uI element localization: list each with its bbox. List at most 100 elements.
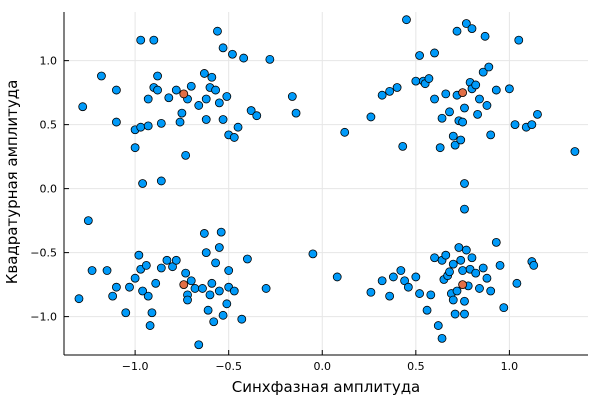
received-point bbox=[475, 94, 484, 104]
received-point bbox=[198, 284, 207, 293]
received-point bbox=[194, 101, 204, 110]
received-point bbox=[403, 282, 413, 292]
received-point bbox=[441, 89, 451, 99]
received-point bbox=[385, 86, 395, 96]
received-point bbox=[482, 101, 492, 110]
received-point bbox=[388, 272, 398, 282]
reference-point bbox=[458, 280, 468, 290]
received-point bbox=[194, 340, 204, 350]
received-point bbox=[201, 115, 211, 124]
received-point bbox=[143, 94, 153, 104]
received-point bbox=[222, 92, 232, 101]
received-point bbox=[484, 62, 494, 72]
received-point bbox=[239, 53, 249, 63]
received-point bbox=[460, 204, 469, 214]
received-point bbox=[214, 286, 224, 296]
received-point bbox=[448, 131, 458, 141]
received-point bbox=[228, 49, 237, 59]
received-point bbox=[233, 122, 243, 132]
reference-point bbox=[179, 89, 189, 99]
received-point bbox=[143, 291, 153, 301]
received-point bbox=[411, 272, 421, 282]
y-tick-label: 0.5 bbox=[40, 119, 58, 132]
received-point bbox=[504, 84, 514, 94]
received-point bbox=[229, 286, 239, 296]
received-point bbox=[201, 248, 211, 258]
y-tick-label: 0.0 bbox=[40, 183, 58, 196]
received-point bbox=[205, 290, 215, 300]
received-point bbox=[422, 305, 432, 315]
received-point bbox=[450, 140, 460, 150]
received-point bbox=[74, 294, 84, 304]
received-point bbox=[377, 276, 387, 286]
received-point bbox=[138, 286, 148, 296]
received-point bbox=[478, 263, 488, 273]
received-point bbox=[471, 268, 481, 278]
received-point bbox=[499, 303, 509, 313]
received-point bbox=[102, 266, 112, 275]
received-point bbox=[162, 255, 172, 265]
reference-point bbox=[458, 88, 468, 98]
received-point bbox=[461, 19, 471, 28]
received-point bbox=[510, 120, 520, 130]
received-point bbox=[308, 249, 318, 259]
received-point bbox=[136, 122, 146, 132]
received-point bbox=[426, 290, 436, 300]
received-point bbox=[138, 179, 148, 188]
received-point bbox=[491, 237, 501, 247]
received-point bbox=[460, 103, 469, 113]
received-point bbox=[491, 85, 501, 95]
received-point bbox=[415, 289, 424, 298]
received-point bbox=[448, 259, 458, 269]
received-point bbox=[153, 85, 162, 95]
received-point bbox=[458, 266, 468, 275]
received-point bbox=[108, 291, 118, 301]
received-point bbox=[287, 92, 297, 101]
received-point bbox=[478, 67, 488, 77]
received-point bbox=[392, 83, 402, 92]
y-tick-label: −0.5 bbox=[30, 247, 57, 260]
received-point bbox=[265, 54, 275, 64]
received-point bbox=[527, 120, 537, 130]
y-tick-label: 1.0 bbox=[40, 55, 58, 68]
x-tick-label: −0.5 bbox=[215, 360, 242, 373]
received-point bbox=[441, 250, 451, 260]
received-point bbox=[177, 108, 187, 118]
x-tick-label: 0.0 bbox=[314, 360, 332, 373]
received-point bbox=[112, 282, 121, 292]
y-tick-label: −1.0 bbox=[30, 311, 57, 324]
received-point bbox=[156, 263, 166, 273]
received-point bbox=[366, 287, 376, 297]
received-point bbox=[186, 276, 196, 286]
received-point bbox=[435, 143, 445, 153]
received-point bbox=[480, 31, 490, 41]
received-point bbox=[213, 26, 222, 36]
received-point bbox=[430, 48, 439, 58]
received-point bbox=[533, 109, 542, 119]
received-point bbox=[495, 261, 505, 270]
received-point bbox=[145, 321, 155, 330]
received-point bbox=[246, 106, 256, 115]
received-point bbox=[207, 72, 217, 82]
received-point bbox=[134, 250, 144, 260]
received-point bbox=[153, 71, 162, 81]
x-axis-title: Синхфазная амплитуда bbox=[232, 378, 421, 396]
tick-labels: −1.0 −0.5 0.0 0.5 1.0 −1.0 −0.5 0.0 0.5 1.0 bbox=[30, 55, 518, 373]
received-point bbox=[83, 216, 93, 226]
received-point bbox=[486, 286, 496, 296]
received-point bbox=[181, 268, 191, 278]
received-point bbox=[164, 93, 174, 103]
received-point bbox=[482, 273, 492, 283]
received-point bbox=[332, 272, 342, 282]
received-point bbox=[261, 284, 271, 293]
received-point bbox=[460, 309, 469, 319]
received-point bbox=[218, 310, 228, 320]
received-point bbox=[211, 85, 220, 95]
received-point bbox=[224, 266, 234, 275]
received-point bbox=[199, 69, 209, 78]
received-point bbox=[218, 43, 228, 53]
received-point bbox=[151, 278, 161, 288]
reference-point bbox=[179, 280, 189, 290]
received-point bbox=[78, 102, 88, 112]
received-point bbox=[570, 147, 580, 156]
